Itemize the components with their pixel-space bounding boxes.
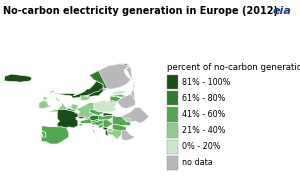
Polygon shape [98,123,103,128]
Polygon shape [117,93,135,108]
Polygon shape [103,120,112,130]
Polygon shape [41,130,46,142]
Polygon shape [57,110,80,128]
Polygon shape [39,100,48,108]
Polygon shape [44,90,67,112]
Polygon shape [105,130,110,136]
Text: percent of no-carbon generation: percent of no-carbon generation [167,63,300,72]
Text: 61% - 80%: 61% - 80% [182,94,225,103]
Polygon shape [53,64,130,98]
Polygon shape [89,110,103,115]
Text: eia: eia [272,6,291,16]
Polygon shape [98,115,112,120]
Polygon shape [101,113,112,116]
Polygon shape [41,126,69,144]
Text: 81% - 100%: 81% - 100% [182,78,230,87]
Polygon shape [80,96,89,100]
Polygon shape [108,129,122,143]
Polygon shape [92,120,98,122]
Polygon shape [67,108,76,112]
Polygon shape [126,118,130,122]
Polygon shape [74,112,77,113]
Polygon shape [112,107,149,123]
Polygon shape [87,64,130,98]
Polygon shape [76,116,85,119]
Polygon shape [103,127,108,130]
Polygon shape [4,74,32,82]
Text: 41% - 60%: 41% - 60% [182,110,225,119]
Polygon shape [112,124,126,131]
Text: 0% - 20%: 0% - 20% [182,142,220,151]
Polygon shape [94,100,117,112]
Polygon shape [92,120,103,126]
Polygon shape [122,130,135,141]
Polygon shape [110,95,126,98]
Polygon shape [85,115,103,121]
Text: no data: no data [182,158,212,167]
Polygon shape [108,129,112,132]
Polygon shape [112,115,130,126]
Polygon shape [98,64,135,100]
Polygon shape [106,100,113,103]
Polygon shape [78,119,101,142]
Text: No-carbon electricity generation in Europe (2012): No-carbon electricity generation in Euro… [3,6,278,16]
Polygon shape [112,90,126,95]
Polygon shape [71,104,78,111]
Polygon shape [89,64,130,89]
Polygon shape [110,96,122,102]
Polygon shape [76,103,94,118]
Text: 21% - 40%: 21% - 40% [182,126,225,135]
